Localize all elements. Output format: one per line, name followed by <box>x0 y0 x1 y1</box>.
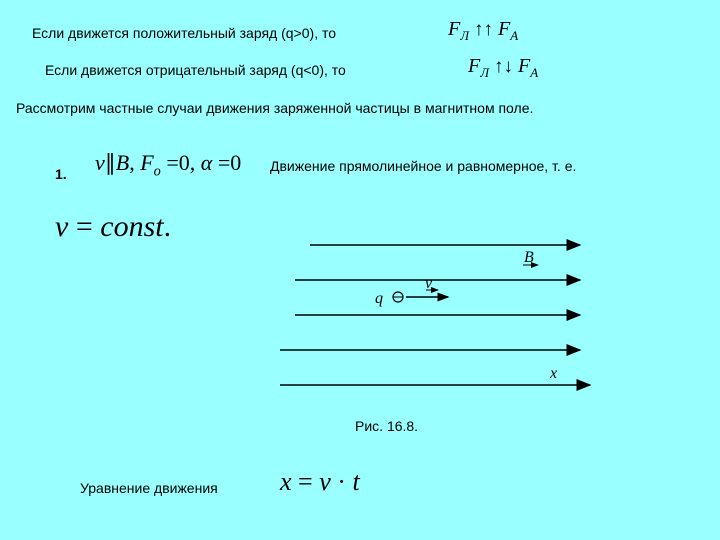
text-equation-motion: Уравнение движения <box>80 480 218 496</box>
formula-v-parallel-b: v∥B, Fo =0, α =0 <box>95 150 241 180</box>
svg-text:x: x <box>549 365 557 382</box>
figure-caption: Рис. 16.8. <box>355 418 418 434</box>
field-lines-diagram: B q v x <box>280 230 600 400</box>
text-uniform-motion: Движение прямолинейное и равномерное, т.… <box>270 158 576 174</box>
text-negative-charge: Если движется отрицательный заряд (q<0),… <box>45 62 346 78</box>
text-positive-charge: Если движется положительный заряд (q>0),… <box>32 25 336 41</box>
svg-text:q: q <box>375 290 383 307</box>
formula-fl-fa-antipar: FЛ ↑↓ FА <box>468 55 538 81</box>
formula-x-vt: x = v · t <box>280 467 360 497</box>
svg-text:B: B <box>524 249 534 266</box>
case-number-1: 1. <box>55 166 67 182</box>
svg-text:v: v <box>425 275 433 292</box>
formula-v-const: v = const. <box>55 210 171 244</box>
formula-fl-fa-up: FЛ ↑↑ FА <box>448 18 518 44</box>
text-cases-intro: Рассмотрим частные случаи движения заряж… <box>16 100 704 116</box>
